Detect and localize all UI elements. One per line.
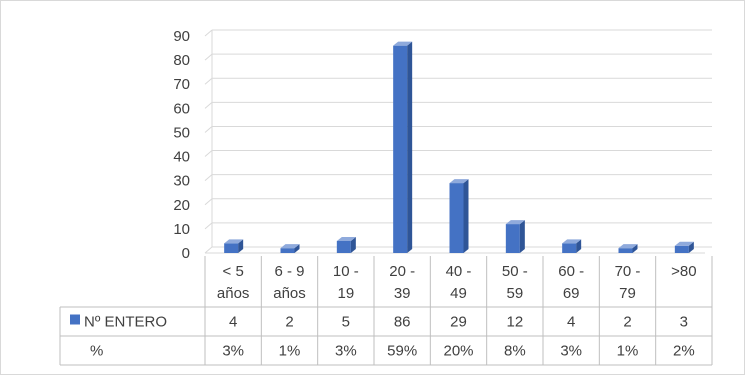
bar bbox=[505, 220, 525, 253]
table-cell: 12 bbox=[506, 314, 523, 331]
table-cell: 1% bbox=[279, 343, 301, 360]
bar-front bbox=[505, 224, 520, 253]
bar bbox=[393, 41, 413, 254]
y-tick-label: 30 bbox=[173, 173, 190, 190]
bar bbox=[449, 179, 469, 253]
gridline-diag bbox=[204, 126, 213, 133]
gridline-diag bbox=[204, 29, 213, 37]
bar-top bbox=[562, 239, 582, 244]
bar-top bbox=[505, 220, 525, 225]
table-cell: 8% bbox=[504, 343, 526, 360]
table-cell: 29 bbox=[450, 314, 467, 331]
category-label: 20 - bbox=[389, 263, 415, 280]
gridline-diag bbox=[204, 246, 213, 254]
category-label: >80 bbox=[671, 263, 696, 280]
y-tick-label: 40 bbox=[173, 149, 190, 166]
bar-front bbox=[393, 45, 408, 254]
table-cell: 2% bbox=[673, 343, 695, 360]
gridline-diag bbox=[204, 222, 213, 230]
y-tick-label: 0 bbox=[182, 245, 190, 262]
category-label: 39 bbox=[394, 285, 411, 302]
category-label: 69 bbox=[563, 285, 580, 302]
category-label: < 5 bbox=[223, 263, 244, 280]
y-tick-label: 80 bbox=[173, 52, 190, 69]
bar-top bbox=[280, 244, 300, 249]
gridline-diag bbox=[204, 53, 213, 61]
bar-front bbox=[224, 243, 239, 253]
bar-side bbox=[463, 179, 469, 253]
category-label: 40 - bbox=[446, 263, 472, 280]
category-label: años bbox=[217, 285, 250, 302]
data-table: < 5 años 6 - 9 años 10 - 19 20 - 39 40 - 49 50 - 59… bbox=[59, 256, 713, 366]
gridline-diag bbox=[204, 198, 213, 206]
legend-key bbox=[70, 314, 80, 325]
y-tick-label: 60 bbox=[173, 100, 190, 117]
bar-front bbox=[449, 183, 464, 253]
y-tick-label: 50 bbox=[173, 124, 190, 141]
table-cell: 4 bbox=[567, 314, 575, 331]
category-label: 50 - bbox=[502, 263, 528, 280]
bar-top bbox=[393, 41, 413, 46]
bar bbox=[224, 239, 244, 253]
bar-side bbox=[238, 239, 244, 253]
bar-top bbox=[674, 241, 694, 246]
bar-side bbox=[407, 41, 413, 254]
bar-side bbox=[576, 239, 582, 253]
bar bbox=[336, 236, 356, 253]
y-tick-label: 70 bbox=[173, 76, 190, 93]
table-cell: 2 bbox=[285, 314, 293, 331]
y-tick-label: 20 bbox=[173, 197, 190, 214]
bars bbox=[224, 41, 694, 254]
bar-front bbox=[618, 248, 633, 253]
y-tick-label: 90 bbox=[173, 28, 190, 45]
bar-front bbox=[562, 243, 577, 253]
bar bbox=[562, 239, 582, 253]
category-label: 70 - bbox=[615, 263, 641, 280]
category-label: 10 - bbox=[333, 263, 359, 280]
bar-top bbox=[224, 239, 244, 244]
bar bbox=[280, 244, 300, 253]
table-cell: 20% bbox=[443, 343, 473, 360]
bar-top bbox=[336, 236, 356, 241]
category-label: 60 - bbox=[558, 263, 584, 280]
gridline-diag bbox=[204, 77, 213, 85]
bar-top bbox=[618, 244, 638, 249]
bar-front bbox=[280, 248, 295, 253]
table-cell: 5 bbox=[342, 314, 350, 331]
gridline-diag bbox=[204, 150, 213, 157]
bar-front bbox=[674, 245, 689, 253]
row-label: Nº ENTERO bbox=[84, 314, 167, 331]
row-label: % bbox=[90, 343, 103, 360]
table-cell: 59% bbox=[387, 343, 417, 360]
bar-top bbox=[449, 179, 469, 184]
category-label: 49 bbox=[450, 285, 467, 302]
bar-side bbox=[632, 244, 638, 253]
bar bbox=[674, 241, 694, 253]
category-label: 6 - 9 bbox=[274, 263, 304, 280]
bar-front bbox=[336, 240, 351, 253]
gridline-diag bbox=[204, 174, 213, 182]
table-cell: 3% bbox=[335, 343, 357, 360]
category-label: 79 bbox=[619, 285, 636, 302]
category-label: años bbox=[273, 285, 306, 302]
y-tick-label: 10 bbox=[173, 221, 190, 238]
table-cell: 1% bbox=[617, 343, 639, 360]
table-cell: 3 bbox=[680, 314, 688, 331]
y-axis-ticks: 0 10 20 30 40 50 60 70 80 90 bbox=[173, 28, 190, 262]
table-cell: 3% bbox=[560, 343, 582, 360]
category-label: 59 bbox=[506, 285, 523, 302]
bar-side bbox=[294, 244, 300, 253]
table-cell: 86 bbox=[394, 314, 411, 331]
table-cell: 2 bbox=[623, 314, 631, 331]
table-cell: 4 bbox=[229, 314, 237, 331]
table-cell: 3% bbox=[222, 343, 244, 360]
bar-side bbox=[350, 236, 356, 253]
bar bbox=[618, 244, 638, 253]
gridline-diag bbox=[204, 101, 213, 109]
category-label: 19 bbox=[337, 285, 354, 302]
bar-side bbox=[519, 220, 525, 253]
bar-side bbox=[688, 241, 694, 253]
